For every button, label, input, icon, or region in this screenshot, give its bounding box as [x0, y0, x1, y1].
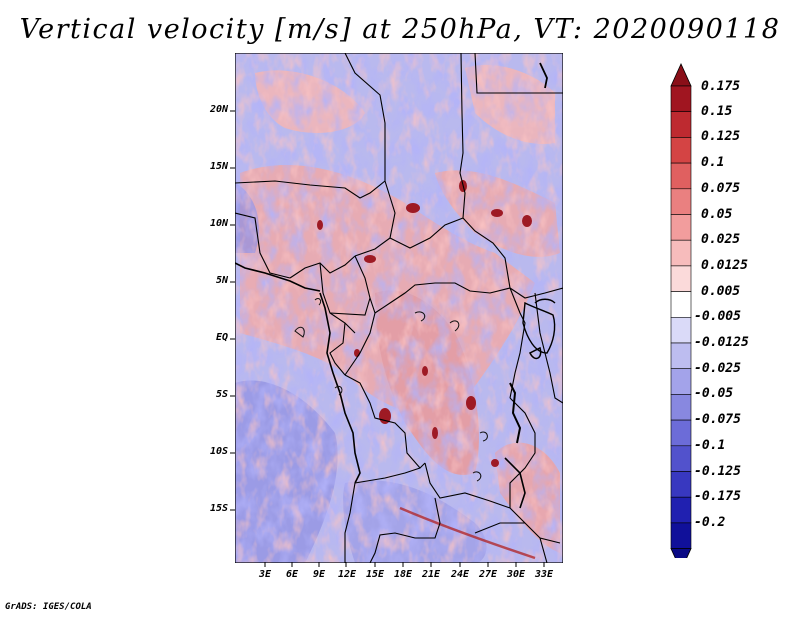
lat-label-5n: 5N	[215, 275, 228, 286]
colorbar-swatch	[670, 496, 692, 524]
colorbar-bottom-arrow	[670, 548, 692, 558]
coastlines-lakes	[235, 62, 556, 509]
lon-label-33e: 33E	[534, 569, 554, 580]
colorbar-label: -0.005	[694, 309, 741, 325]
colorbar-swatch	[670, 111, 692, 138]
colorbar-swatch	[670, 214, 692, 241]
colorbar-label: -0.175	[694, 489, 741, 505]
positive-streaks	[235, 53, 563, 563]
lon-label-30e: 30E	[506, 569, 526, 580]
lat-label-15s: 15S	[209, 503, 228, 514]
colorbar-label: 0.05	[701, 206, 733, 222]
colorbar-label: -0.2	[694, 514, 726, 530]
scattered-zero-contours	[294, 298, 488, 482]
colorbar-label: 0.005	[701, 283, 741, 299]
lon-label-24e: 24E	[450, 569, 470, 580]
colorbar-label: -0.125	[694, 463, 741, 479]
lon-label-15e: 15E	[365, 569, 385, 580]
colorbar-swatch	[670, 291, 692, 318]
grads-credit: GrADS: IGES/COLA	[5, 602, 92, 612]
lat-label-20n: 20N	[209, 104, 228, 115]
lon-ticks	[264, 562, 545, 567]
lat-ticks	[230, 110, 235, 511]
lon-label-12e: 12E	[337, 569, 357, 580]
colorbar-swatch	[670, 162, 692, 190]
colorbar-label: 0.025	[701, 232, 741, 248]
colorbar-swatch	[670, 445, 692, 472]
colorbar-swatch	[670, 188, 692, 215]
lat-label-eq: EQ	[215, 332, 228, 343]
jet-streak	[399, 506, 536, 560]
colorbar-label: 0.125	[701, 129, 741, 145]
colorbar-label: 0.075	[701, 180, 741, 196]
colorbar-label: 0.15	[701, 103, 733, 119]
colorbar-swatch	[670, 522, 692, 549]
colorbar-swatch	[670, 85, 692, 113]
colorbar-label: -0.05	[694, 386, 734, 402]
colorbar-swatch	[670, 137, 692, 164]
colorbar-label: 0.0125	[701, 257, 748, 273]
lon-label-27e: 27E	[478, 569, 498, 580]
lat-label-5s: 5S	[215, 389, 228, 400]
colorbar-swatch	[670, 368, 692, 395]
colorbar	[670, 63, 692, 558]
colorbar-swatch	[670, 394, 692, 421]
colorbar-label: 0.175	[701, 79, 741, 94]
lon-label-3e: 3E	[258, 569, 272, 580]
colorbar-label: -0.025	[694, 360, 741, 376]
colorbar-swatch	[670, 471, 692, 498]
lon-label-6e: 6E	[285, 569, 299, 580]
colorbar-swatch	[670, 265, 692, 292]
colorbar-label: -0.0125	[694, 335, 749, 350]
colorbar-swatch	[670, 239, 692, 267]
colorbar-swatch	[670, 342, 692, 370]
map-title: Vertical velocity [m/s] at 250hPa, VT: 2…	[19, 14, 781, 45]
vertical-velocity-map	[235, 53, 563, 563]
colorbar-label: -0.1	[694, 437, 726, 453]
lat-label-10s: 10S	[209, 446, 228, 457]
lat-label-10n: 10N	[209, 218, 228, 229]
country-borders	[235, 53, 563, 563]
colorbar-swatch	[670, 419, 692, 447]
colorbar-swatch	[670, 317, 692, 344]
colorbar-label: -0.075	[694, 412, 741, 428]
lon-label-21e: 21E	[421, 569, 441, 580]
lat-label-15n: 15N	[209, 161, 228, 172]
lon-label-18e: 18E	[393, 569, 413, 580]
colorbar-label: 0.1	[701, 155, 725, 171]
lon-label-9e: 9E	[312, 569, 326, 580]
colorbar-top-arrow	[670, 63, 692, 87]
